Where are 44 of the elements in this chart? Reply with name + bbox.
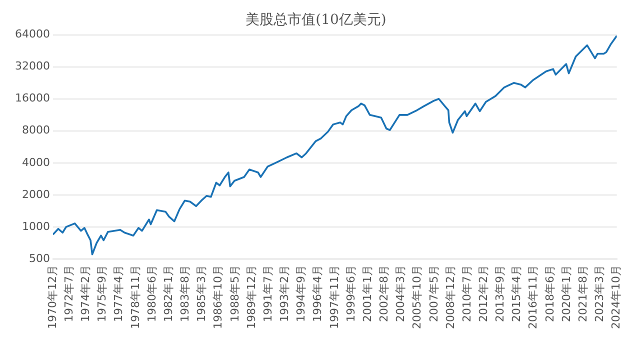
- x-tick-label: 2018年6月: [543, 265, 556, 322]
- x-tick-label: 2013年9月: [494, 265, 507, 322]
- x-tick-label: 2020年1月: [560, 265, 573, 322]
- x-tick-label: 2023年3月: [593, 265, 606, 322]
- x-tick-label: 1989年12月: [244, 265, 258, 330]
- x-tick-label: 1977年4月: [112, 265, 126, 322]
- x-tick-label: 1996年4月: [311, 265, 324, 322]
- x-tick-label: 1999年6月: [344, 265, 358, 322]
- x-tick-label: 2010年7月: [460, 265, 474, 322]
- x-tick-label: 2016年11月: [526, 265, 540, 330]
- y-tick-label: 8000: [22, 124, 50, 137]
- y-tick-label: 2000: [22, 188, 50, 201]
- x-tick-label: 2015年4月: [510, 265, 524, 322]
- x-tick-label: 2001年1月: [360, 265, 374, 322]
- y-tick-label: 500: [28, 252, 50, 265]
- x-tick-label: 2002年8月: [378, 265, 391, 322]
- x-tick-label: 1980年6月: [145, 265, 158, 322]
- y-tick-label: 32000: [14, 60, 50, 73]
- x-tick-label: 1983年8月: [178, 265, 192, 322]
- x-tick-label: 1993年2月: [278, 265, 292, 322]
- x-tick-label: 1985年3月: [195, 265, 208, 322]
- x-tick-label: 1972年7月: [62, 265, 76, 322]
- x-tick-label: 1974年2月: [79, 265, 92, 322]
- x-tick-label: 1978年11月: [128, 265, 142, 330]
- x-tick-label: 2008年12月: [444, 265, 457, 330]
- x-tick-label: 1988年5月: [228, 265, 242, 322]
- x-tick-label: 1994年9月: [294, 265, 308, 322]
- y-tick-label: 16000: [14, 92, 50, 105]
- chart-title: 美股总市值(10亿美元): [246, 12, 386, 28]
- x-tick-label: 2005年10月: [410, 265, 424, 330]
- x-tick-label: 1982年1月: [162, 265, 175, 322]
- y-tick-label: 4000: [22, 156, 50, 169]
- x-tick-label: 1986年10月: [212, 265, 225, 330]
- x-tick-label: 2004年3月: [394, 265, 408, 322]
- x-tick-label: 1970年12月: [46, 265, 59, 330]
- x-tick-label: 2007年5月: [427, 265, 440, 322]
- y-tick-label: 1000: [22, 220, 50, 233]
- x-tick-label: 2021年8月: [576, 265, 590, 322]
- x-tick-label: 2024年10月: [610, 265, 623, 330]
- x-tick-label: 2012年2月: [477, 265, 490, 322]
- x-tick-label: 1991年7月: [261, 265, 274, 322]
- x-tick-label: 1997年11月: [328, 265, 341, 330]
- x-tick-label: 1975年9月: [96, 265, 109, 322]
- y-tick-label: 64000: [14, 28, 50, 41]
